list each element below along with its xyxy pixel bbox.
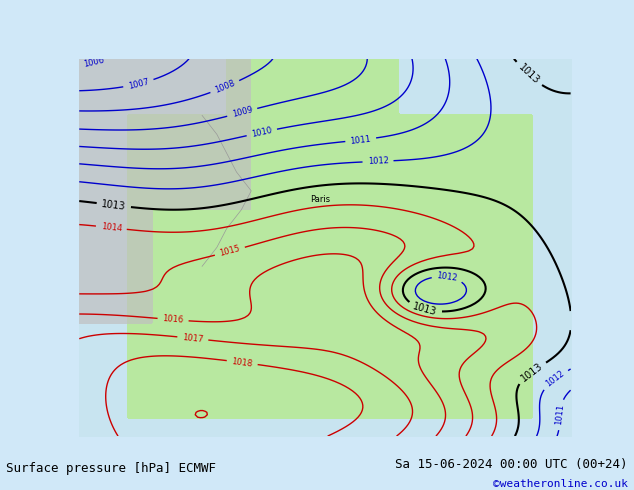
- Text: ©weatheronline.co.uk: ©weatheronline.co.uk: [493, 479, 628, 489]
- Text: 1012: 1012: [436, 271, 458, 283]
- Text: 1009: 1009: [231, 105, 254, 120]
- Text: 1014: 1014: [100, 222, 122, 233]
- Text: 1012: 1012: [544, 369, 566, 389]
- Text: 1018: 1018: [231, 357, 253, 368]
- Text: 1013: 1013: [412, 301, 438, 318]
- Text: Sa 15-06-2024 00:00 UTC (00+24): Sa 15-06-2024 00:00 UTC (00+24): [395, 458, 628, 471]
- Text: 1012: 1012: [367, 156, 389, 166]
- Text: Surface pressure [hPa] ECMWF: Surface pressure [hPa] ECMWF: [6, 462, 216, 475]
- Text: 1013: 1013: [519, 361, 545, 383]
- Text: 1016: 1016: [162, 315, 184, 325]
- Text: 1008: 1008: [214, 79, 236, 95]
- Text: 1013: 1013: [101, 199, 127, 212]
- Text: Paris: Paris: [310, 195, 330, 204]
- Text: 1011: 1011: [350, 134, 372, 146]
- Text: 1007: 1007: [127, 77, 150, 91]
- Text: 1013: 1013: [516, 62, 541, 86]
- Text: 1011: 1011: [555, 404, 566, 426]
- Text: 1015: 1015: [219, 245, 241, 258]
- Text: 1017: 1017: [182, 333, 204, 344]
- Text: 1006: 1006: [83, 56, 105, 69]
- Text: 1010: 1010: [250, 126, 273, 139]
